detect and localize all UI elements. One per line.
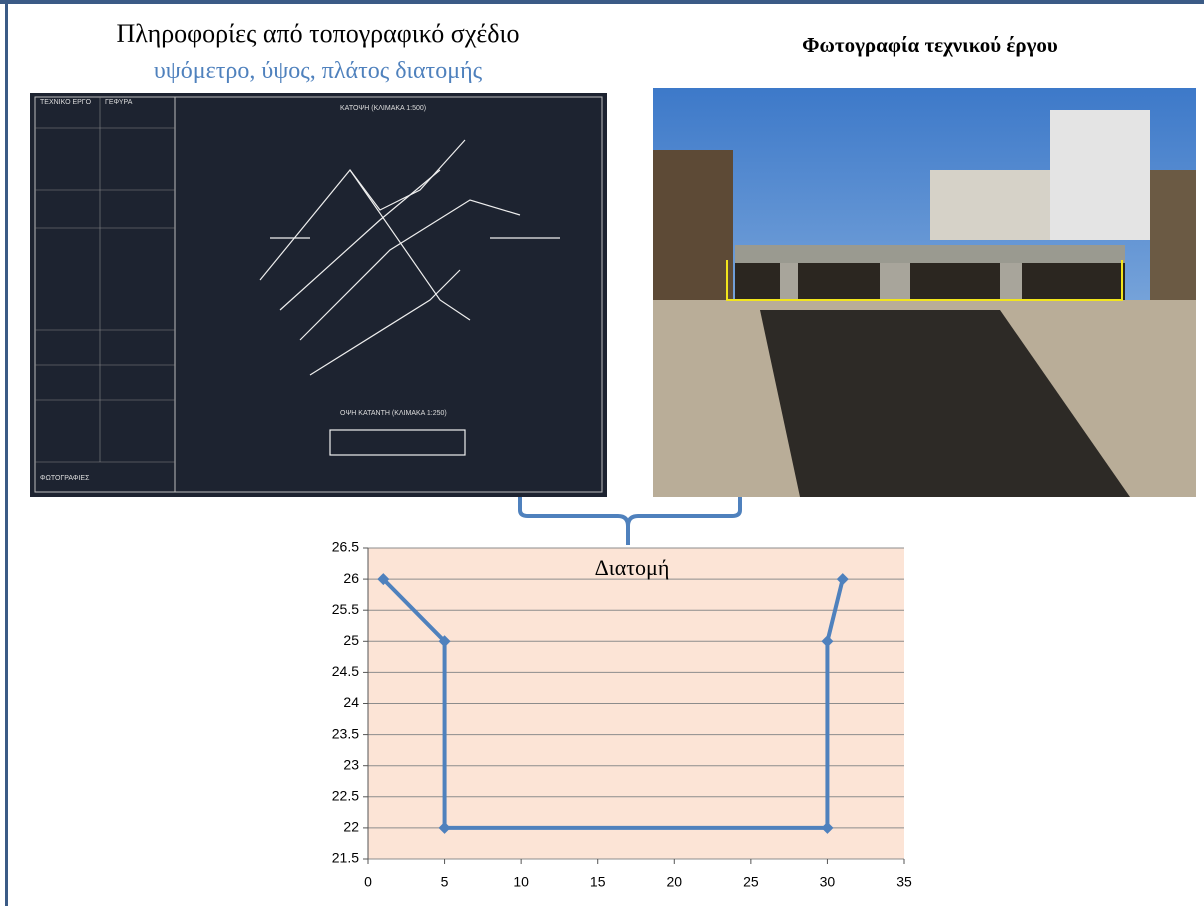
slide: Πληροφορίες από τοπογραφικό σχέδιο υψόμε… bbox=[0, 0, 1204, 906]
left-title: Πληροφορίες από τοπογραφικό σχέδιο bbox=[116, 19, 519, 48]
right-title: Φωτογραφία τεχνικού έργου bbox=[802, 33, 1058, 57]
x-tick-label: 10 bbox=[513, 874, 529, 890]
cad-drawing: ΤΕΧΝΙΚΟ ΕΡΓΟ ΓΕΦΥΡΑ ΚΑΤΟΨΗ (ΚΛΙΜΑΚΑ 1:50… bbox=[30, 93, 607, 497]
cad-label: ΟΨΗ ΚΑΤΑΝΤΗ (ΚΛΙΜΑΚΑ 1:250) bbox=[340, 410, 447, 417]
chart: 21.5 22 22.5 23 23.5 24 24.5 25 25.5 26 26.5 0 5 10 15… bbox=[332, 539, 912, 890]
y-tick-label: 25.5 bbox=[332, 601, 359, 617]
y-tick-label: 26 bbox=[343, 570, 359, 586]
x-tick-label: 0 bbox=[364, 874, 372, 890]
frame-left bbox=[5, 0, 8, 906]
x-tick-label: 5 bbox=[441, 874, 449, 890]
x-tick-label: 20 bbox=[666, 874, 682, 890]
y-tick-label: 24 bbox=[343, 694, 359, 710]
x-tick-label: 30 bbox=[820, 874, 836, 890]
brace-connector bbox=[520, 497, 740, 545]
y-tick-label: 22 bbox=[343, 819, 359, 835]
frame-top bbox=[0, 0, 1204, 4]
x-tick-label: 25 bbox=[743, 874, 759, 890]
cad-label: ΓΕΦΥΡΑ bbox=[105, 99, 133, 106]
left-subtitle: υψόμετρο, ύψος, πλάτος διατομής bbox=[154, 58, 483, 84]
cad-label: ΚΑΤΟΨΗ (ΚΛΙΜΑΚΑ 1:500) bbox=[340, 105, 426, 112]
y-tick-label: 25 bbox=[343, 632, 359, 648]
cad-label: ΤΕΧΝΙΚΟ ΕΡΓΟ bbox=[40, 99, 92, 106]
y-tick-label: 23.5 bbox=[332, 725, 359, 741]
y-tick-label: 24.5 bbox=[332, 663, 359, 679]
y-tick-label: 26.5 bbox=[332, 539, 359, 555]
chart-title: Διατομή bbox=[595, 555, 670, 580]
y-tick-label: 23 bbox=[343, 756, 359, 772]
x-tick-label: 15 bbox=[590, 874, 606, 890]
cad-label: ΦΩΤΟΓΡΑΦΙΕΣ bbox=[40, 475, 90, 482]
y-tick-label: 21.5 bbox=[332, 850, 359, 866]
bridge-photo bbox=[653, 88, 1196, 497]
x-tick-label: 35 bbox=[896, 874, 912, 890]
y-tick-label: 22.5 bbox=[332, 788, 359, 804]
